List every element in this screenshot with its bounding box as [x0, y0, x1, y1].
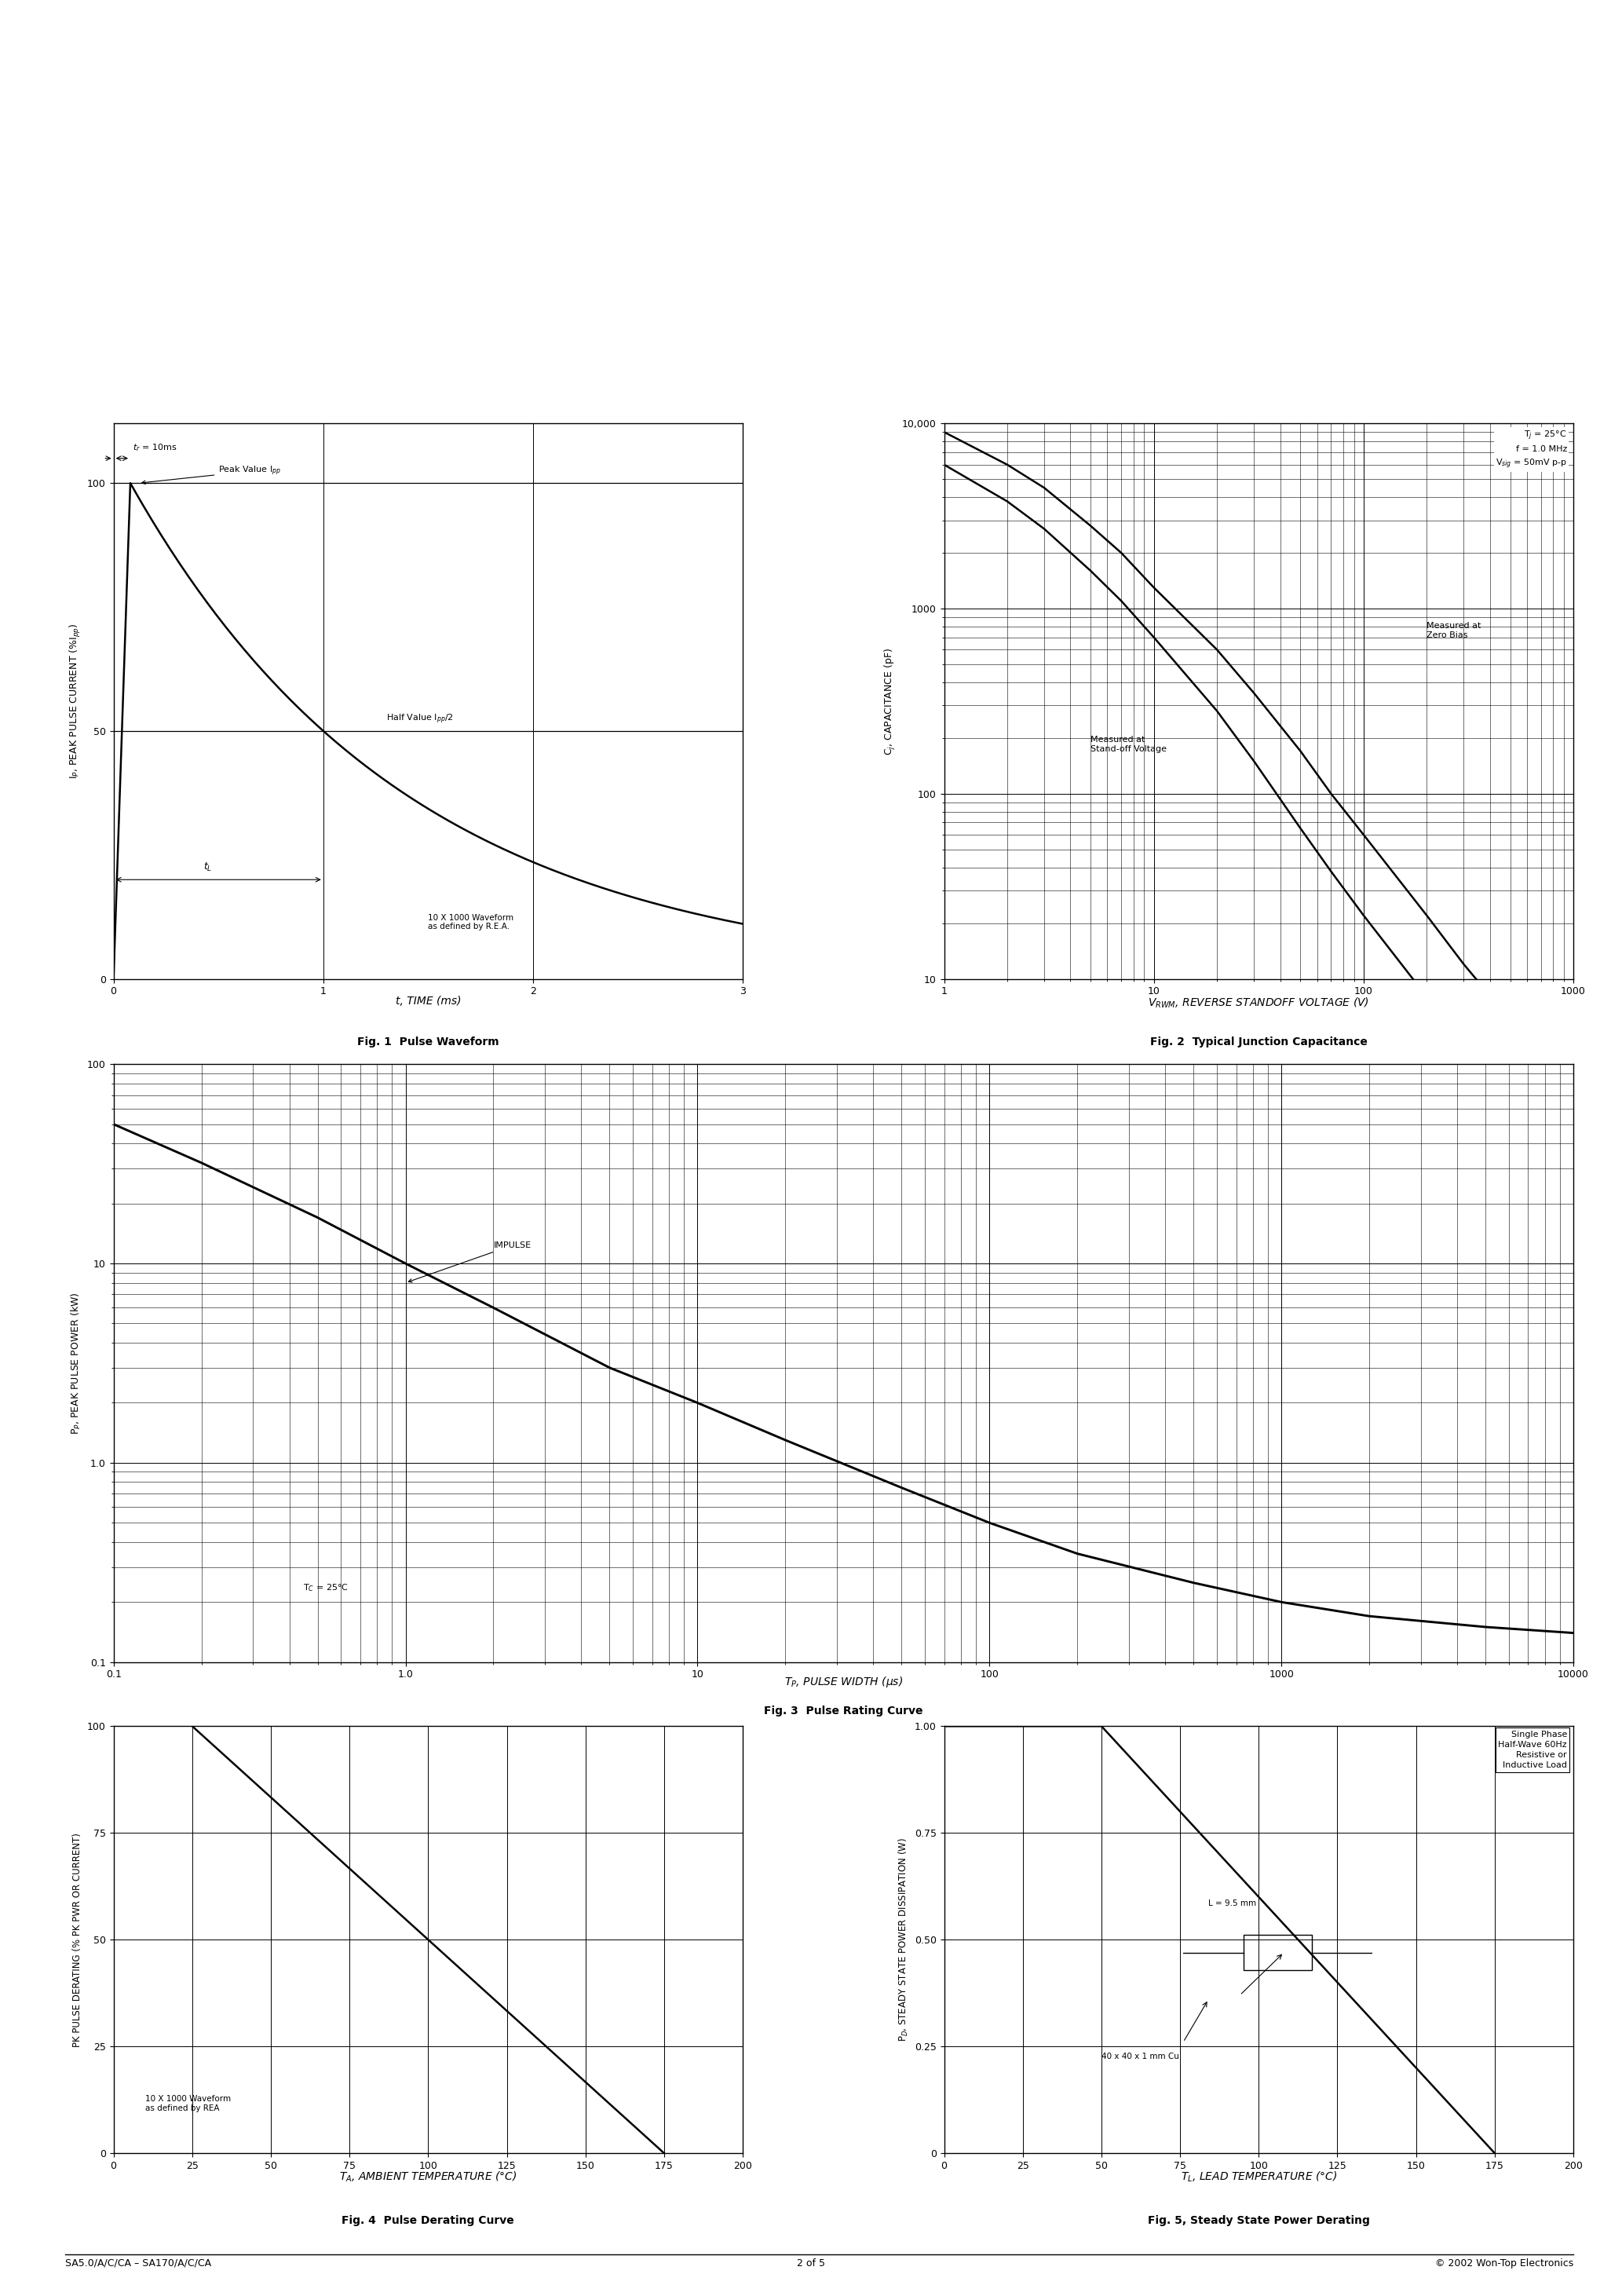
- Text: T$_A$, AMBIENT TEMPERATURE (°C): T$_A$, AMBIENT TEMPERATURE (°C): [339, 2170, 517, 2183]
- Text: $t_r$ = 10ms: $t_r$ = 10ms: [133, 443, 177, 452]
- Y-axis label: I$_P$, PEAK PULSE CURRENT (%I$_{pp}$): I$_P$, PEAK PULSE CURRENT (%I$_{pp}$): [68, 622, 83, 778]
- Text: © 2002 Won-Top Electronics: © 2002 Won-Top Electronics: [1435, 2259, 1573, 2268]
- Text: L = 9.5 mm: L = 9.5 mm: [1208, 1899, 1257, 1908]
- Text: Fig. 5, Steady State Power Derating: Fig. 5, Steady State Power Derating: [1148, 2216, 1369, 2225]
- Y-axis label: PK PULSE DERATING (% PK PWR OR CURRENT): PK PULSE DERATING (% PK PWR OR CURRENT): [73, 1832, 83, 2046]
- Text: Fig. 3  Pulse Rating Curve: Fig. 3 Pulse Rating Curve: [764, 1706, 923, 1717]
- Text: T$_L$, LEAD TEMPERATURE (°C): T$_L$, LEAD TEMPERATURE (°C): [1181, 2170, 1337, 2183]
- Text: SA5.0/A/C/CA – SA170/A/C/CA: SA5.0/A/C/CA – SA170/A/C/CA: [65, 2259, 211, 2268]
- Text: T$_C$ = 25°C: T$_C$ = 25°C: [303, 1582, 349, 1593]
- Text: T$_P$, PULSE WIDTH (μs): T$_P$, PULSE WIDTH (μs): [783, 1674, 903, 1690]
- Text: 10 X 1000 Waveform
as defined by REA: 10 X 1000 Waveform as defined by REA: [144, 2094, 230, 2112]
- Text: V$_{RWM}$, REVERSE STANDOFF VOLTAGE (V): V$_{RWM}$, REVERSE STANDOFF VOLTAGE (V): [1148, 996, 1369, 1010]
- Y-axis label: P$_P$, PEAK PULSE POWER (kW): P$_P$, PEAK PULSE POWER (kW): [70, 1293, 83, 1435]
- Text: IMPULSE: IMPULSE: [409, 1242, 530, 1281]
- Text: $t_L$: $t_L$: [203, 861, 212, 872]
- Text: Fig. 2  Typical Junction Capacitance: Fig. 2 Typical Junction Capacitance: [1150, 1035, 1367, 1047]
- Text: Fig. 4  Pulse Derating Curve: Fig. 4 Pulse Derating Curve: [342, 2216, 514, 2225]
- Text: t, TIME (ms): t, TIME (ms): [396, 996, 461, 1008]
- Text: 40 x 40 x 1 mm Cu: 40 x 40 x 1 mm Cu: [1101, 2053, 1179, 2062]
- Text: Fig. 1  Pulse Waveform: Fig. 1 Pulse Waveform: [357, 1035, 500, 1047]
- Text: Measured at
Zero Bias: Measured at Zero Bias: [1427, 622, 1481, 638]
- Text: 2 of 5: 2 of 5: [796, 2259, 826, 2268]
- Text: Half Value I$_{pp}$/2: Half Value I$_{pp}$/2: [386, 712, 454, 726]
- Y-axis label: C$_j$, CAPACITANCE (pF): C$_j$, CAPACITANCE (pF): [884, 647, 897, 755]
- Y-axis label: P$_D$, STEADY STATE POWER DISSIPATION (W): P$_D$, STEADY STATE POWER DISSIPATION (W…: [897, 1837, 910, 2041]
- Text: T$_j$ = 25°C
f = 1.0 MHz
V$_{sig}$ = 50mV p-p: T$_j$ = 25°C f = 1.0 MHz V$_{sig}$ = 50m…: [1495, 429, 1567, 471]
- Text: 10 X 1000 Waveform
as defined by R.E.A.: 10 X 1000 Waveform as defined by R.E.A.: [428, 914, 514, 930]
- Text: Peak Value I$_{pp}$: Peak Value I$_{pp}$: [141, 464, 281, 484]
- Text: Single Phase
Half-Wave 60Hz
Resistive or
Inductive Load: Single Phase Half-Wave 60Hz Resistive or…: [1499, 1731, 1567, 1770]
- Text: Measured at
Stand-off Voltage: Measured at Stand-off Voltage: [1090, 735, 1166, 753]
